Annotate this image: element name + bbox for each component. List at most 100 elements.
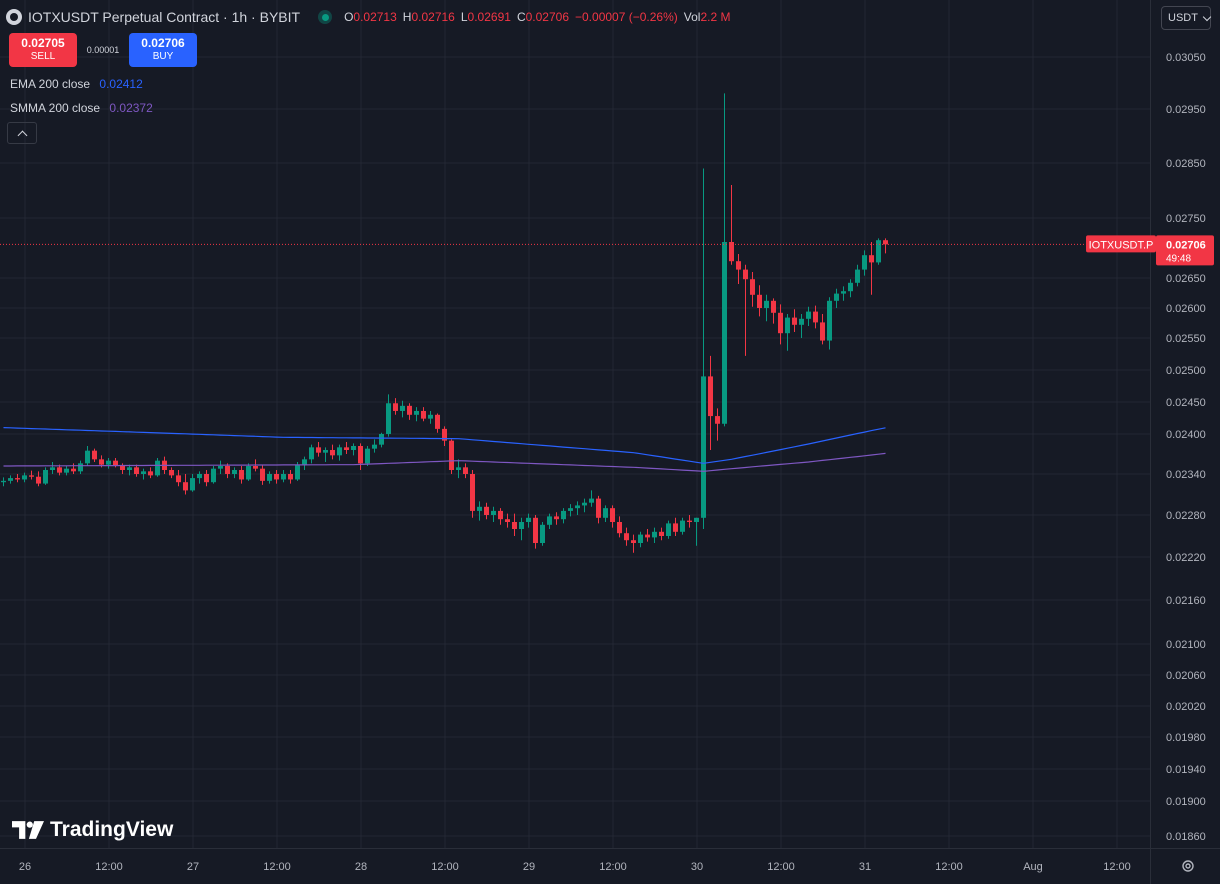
x-tick-label: 28 — [355, 861, 367, 873]
y-tick-label: 0.02220 — [1166, 552, 1206, 564]
y-tick-label: 0.02400 — [1166, 429, 1206, 441]
spread-value: 0.00001 — [86, 45, 120, 55]
y-tick-label: 0.02500 — [1166, 365, 1206, 377]
candle-body — [666, 523, 671, 536]
indicator-ema-name: EMA 200 close — [10, 77, 91, 91]
tradingview-logo-icon — [12, 821, 44, 839]
indicator-smma[interactable]: SMMA 200 close 0.02372 — [10, 101, 153, 115]
candle-body — [638, 534, 643, 543]
x-tick-label: 12:00 — [95, 861, 123, 873]
candle-body — [337, 447, 342, 456]
candle-body — [701, 376, 706, 518]
candle-body — [449, 440, 454, 470]
y-tick-label: 0.02650 — [1166, 273, 1206, 285]
candle-body — [316, 447, 321, 453]
currency-selector[interactable]: USDT — [1161, 6, 1212, 30]
candle-body — [36, 476, 41, 484]
candle-body — [211, 468, 216, 483]
candle-body — [421, 410, 426, 419]
candle-body — [1, 480, 6, 483]
candle-body — [645, 534, 650, 538]
candle-body — [288, 474, 293, 480]
y-tick-label: 0.02600 — [1166, 303, 1206, 315]
x-tick-label: Aug — [1023, 861, 1043, 873]
indicator-smma-value: 0.02372 — [109, 101, 153, 115]
candle-body — [57, 467, 62, 473]
candle-body — [22, 475, 27, 480]
indicator-ema[interactable]: EMA 200 close 0.02412 — [10, 77, 143, 91]
candle-body — [15, 478, 20, 480]
candle-body — [351, 446, 356, 450]
candle-body — [526, 517, 531, 522]
candle-body — [533, 517, 538, 543]
y-tick-label: 0.02340 — [1166, 469, 1206, 481]
candle-body — [855, 269, 860, 283]
collapse-legend-button[interactable] — [7, 122, 37, 144]
candle-body — [750, 279, 755, 295]
candle-body — [820, 322, 825, 341]
tradingview-logo[interactable]: TradingView — [12, 818, 173, 842]
candle-body — [694, 517, 699, 522]
candle-body — [218, 466, 223, 469]
candle-body — [204, 474, 209, 483]
buy-price: 0.02706 — [141, 36, 185, 50]
iotx-logo-icon — [6, 9, 22, 25]
candle-body — [29, 475, 34, 477]
y-tick-label: 0.02280 — [1166, 510, 1206, 522]
candle-body — [617, 522, 622, 534]
market-status-icon[interactable] — [318, 10, 333, 24]
open-key: O — [344, 10, 354, 24]
volume-label: Vol — [683, 10, 701, 24]
candle-body — [568, 508, 573, 511]
candle-body — [71, 468, 76, 472]
candle-body — [428, 414, 433, 419]
candle-body — [813, 311, 818, 323]
candle-body — [547, 516, 552, 525]
x-tick-label: 27 — [187, 861, 199, 873]
candle-body — [708, 376, 713, 417]
candle-body — [540, 524, 545, 543]
candle-body — [477, 506, 482, 511]
countdown-label: 49:48 — [1166, 253, 1191, 264]
last-price-tag — [1156, 235, 1214, 266]
candle-body — [106, 460, 111, 465]
candle-body — [624, 533, 629, 541]
sell-button[interactable]: 0.02705 SELL — [9, 33, 77, 67]
chart-header: IOTXUSDT Perpetual Contract · 1h · BYBIT… — [6, 6, 730, 28]
candle-body — [589, 498, 594, 503]
close-value: 0.02706 — [525, 10, 569, 24]
y-tick-label: 0.01980 — [1166, 732, 1206, 744]
candle-body — [309, 447, 314, 460]
y-tick-label: 0.02060 — [1166, 670, 1206, 682]
candle-body — [603, 508, 608, 518]
candle-body — [582, 502, 587, 506]
low-value: 0.02691 — [467, 10, 511, 24]
smma200-line — [3, 452, 886, 472]
settings-icon[interactable] — [1181, 859, 1195, 873]
candle-body — [764, 300, 769, 308]
candle-body — [190, 478, 195, 491]
candle-body — [386, 403, 391, 434]
y-tick-label: 0.02750 — [1166, 213, 1206, 225]
x-tick-label: 12:00 — [1103, 861, 1131, 873]
candle-body — [715, 416, 720, 424]
symbol-title[interactable]: IOTXUSDT Perpetual Contract · 1h · BYBIT — [28, 9, 301, 25]
candle-body — [176, 475, 181, 483]
candle-body — [876, 240, 881, 263]
candle-body — [736, 261, 741, 270]
candle-body — [729, 242, 734, 262]
candle-body — [169, 470, 174, 476]
candle-body — [253, 466, 258, 469]
candle-body — [260, 468, 265, 481]
symbol-price-tag — [1086, 235, 1156, 253]
candle-body — [743, 269, 748, 280]
indicator-ema-value: 0.02412 — [99, 77, 143, 91]
candle-body — [127, 467, 132, 470]
candle-body — [113, 460, 118, 466]
y-tick-label: 0.01940 — [1166, 764, 1206, 776]
low-key: L — [460, 10, 468, 24]
buy-button[interactable]: 0.02706 BUY — [129, 33, 197, 67]
ohlc-legend: O 0.02713 H 0.02716 L 0.02691 C 0.02706 −0.0… — [344, 10, 730, 24]
candle-body — [344, 447, 349, 450]
